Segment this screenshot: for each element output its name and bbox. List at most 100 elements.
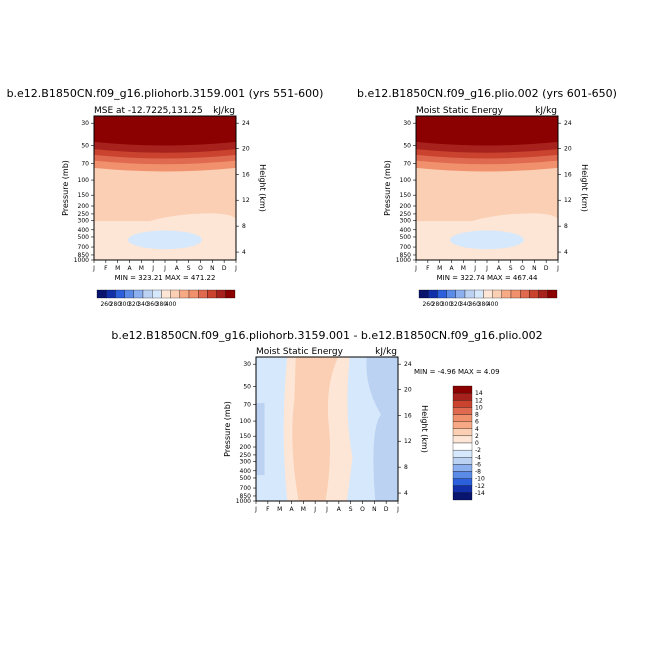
panel1-left-label: MSE at -12.7225,131.25 — [94, 106, 203, 116]
panel1-colorbar-swatch — [142, 289, 153, 299]
panel1-pressure-tick-label: 1000 — [74, 257, 89, 264]
panel1-month-label: F — [104, 265, 108, 272]
panel3-min-max: MIN = -4.96 MAX = 4.09 — [414, 368, 500, 376]
panel1-pressure-tick-label: 300 — [78, 217, 90, 224]
panel3-colorbar-swatch — [452, 492, 473, 501]
panel3-pressure-tick-label: 100 — [240, 418, 252, 425]
panel3-title: b.e12.B1850CN.f09_g16.pliohorb.3159.001 … — [111, 329, 542, 342]
panel3-colorbar-swatch — [452, 457, 473, 465]
panel3-month-label: J — [396, 506, 399, 513]
panel1-colorbar-label: 400 — [165, 301, 177, 308]
panel3-colorbar-swatch — [452, 385, 473, 394]
panel2-month-label: A — [497, 265, 502, 272]
panel2-pressure-tick-label: 200 — [400, 203, 412, 210]
panel3-pressure-tick-label: 1000 — [236, 498, 251, 505]
panel2-pressure-tick-label: 150 — [400, 192, 412, 199]
panel2-right-label: kJ/kg — [535, 106, 557, 116]
panel2-colorbar-label: 340 — [459, 301, 471, 308]
panel1-month-label: M — [139, 265, 144, 272]
panel1-colorbar-swatch — [124, 289, 134, 299]
panel3-colorbar-swatch — [452, 435, 473, 444]
panel1-colorbar-label: 320 — [128, 301, 140, 308]
panel3-colorbar-label: -14 — [475, 490, 485, 497]
panel1-pressure-tick-label: 150 — [78, 192, 90, 199]
panel1-colorbar-label: 260 — [100, 301, 112, 308]
panel3-month-label: J — [313, 506, 316, 513]
panel3-right-label: kJ/kg — [375, 347, 397, 357]
panel3-colorbar-swatch — [452, 478, 473, 486]
panel1-colorbar-swatch — [115, 289, 125, 299]
panel2-colorbar-label: 400 — [487, 301, 499, 308]
panel2-ylabel-right: Height (km) — [580, 164, 589, 212]
panel2-month-label: O — [520, 265, 525, 272]
panel1-pressure-tick-label: 50 — [81, 143, 89, 150]
panel3-peach — [292, 357, 339, 501]
panel2-height-tick-label: 4 — [564, 249, 568, 256]
panel3-colorbar-swatch — [452, 485, 473, 494]
panel1-height-tick-label: 24 — [242, 120, 250, 127]
panel3-colorbar-swatch — [452, 464, 473, 472]
panel3-colorbar-label: -4 — [475, 454, 481, 461]
panel2-month-label: S — [509, 265, 513, 272]
panel2-colorbar-swatch — [520, 289, 530, 299]
panel3-height-tick-label: 8 — [404, 464, 408, 471]
panel2-colorbar-swatch — [418, 289, 429, 299]
panel2-month-label: J — [414, 265, 417, 272]
panel1-colorbar-swatch — [133, 289, 144, 299]
panel3-height-tick-label: 24 — [404, 361, 412, 368]
panel3-pressure-tick-label: 70 — [243, 402, 251, 409]
panel3-colorbar-label: -6 — [475, 461, 481, 468]
panel3-month-label: J — [325, 506, 328, 513]
panel3-colorbar-label: -2 — [475, 447, 481, 454]
panel1-pressure-tick-label: 400 — [78, 227, 90, 234]
panel3-month-label: M — [277, 506, 282, 513]
panel2-band-4 — [416, 116, 558, 146]
panel2-month-label: N — [532, 265, 537, 272]
panel2-colorbar-swatch — [437, 289, 447, 299]
panel3-month-label: O — [360, 506, 365, 513]
panel1-pressure-tick-label: 100 — [78, 177, 90, 184]
panel1-pressure-tick-label: 850 — [78, 252, 90, 259]
panel1-colorbar-label: 380 — [156, 301, 168, 308]
panel3-colorbar-label: 4 — [475, 426, 479, 433]
panel1-band-4 — [94, 116, 236, 146]
panel2-colorbar-label: 300 — [441, 301, 453, 308]
panel3-month-label: D — [384, 506, 389, 513]
panel1-blue-cell — [128, 230, 202, 250]
panel2-colorbar-swatch — [492, 289, 502, 299]
panel3-colorbar-swatch — [452, 407, 473, 415]
panel2-colorbar-label: 320 — [450, 301, 462, 308]
panel3-month-label: N — [372, 506, 377, 513]
panel3-height-tick-label: 12 — [404, 438, 412, 445]
panel1-month-label: J — [151, 265, 154, 272]
panel3-pressure-tick-label: 300 — [240, 458, 252, 465]
panel1-colorbar-swatch — [170, 289, 180, 299]
panel3-colorbar-swatch — [452, 449, 473, 458]
panel2-month-label: J — [556, 265, 559, 272]
panel3-month-label: M — [301, 506, 306, 513]
panel3-colorbar-swatch — [452, 414, 473, 422]
panel3-month-label: F — [266, 506, 270, 513]
panel2-colorbar-swatch — [455, 289, 466, 299]
panel2-blue-cell — [450, 230, 524, 250]
panel3-pressure-tick-label: 30 — [243, 361, 251, 368]
panel2-colorbar-swatch — [501, 289, 512, 299]
panel3-blue-left — [256, 403, 265, 476]
panel1-colorbar-swatch — [198, 289, 208, 299]
panel2-pressure-tick-label: 30 — [403, 120, 411, 127]
panel2-pressure-tick-label: 700 — [400, 244, 412, 251]
panel1-month-label: N — [210, 265, 215, 272]
panel2-height-tick-label: 20 — [564, 145, 572, 152]
panel1-pressure-tick-label: 250 — [78, 211, 90, 218]
panel2-title: b.e12.B1850CN.f09_g16.plio.002 (yrs 601-… — [357, 87, 617, 100]
panel1-right-label: kJ/kg — [213, 106, 235, 116]
panel3-colorbar-swatch — [452, 392, 473, 401]
panel3-month-label: S — [349, 506, 353, 513]
panel2-ylabel: Pressure (mb) — [383, 160, 392, 216]
panel1-month-label: A — [127, 265, 132, 272]
